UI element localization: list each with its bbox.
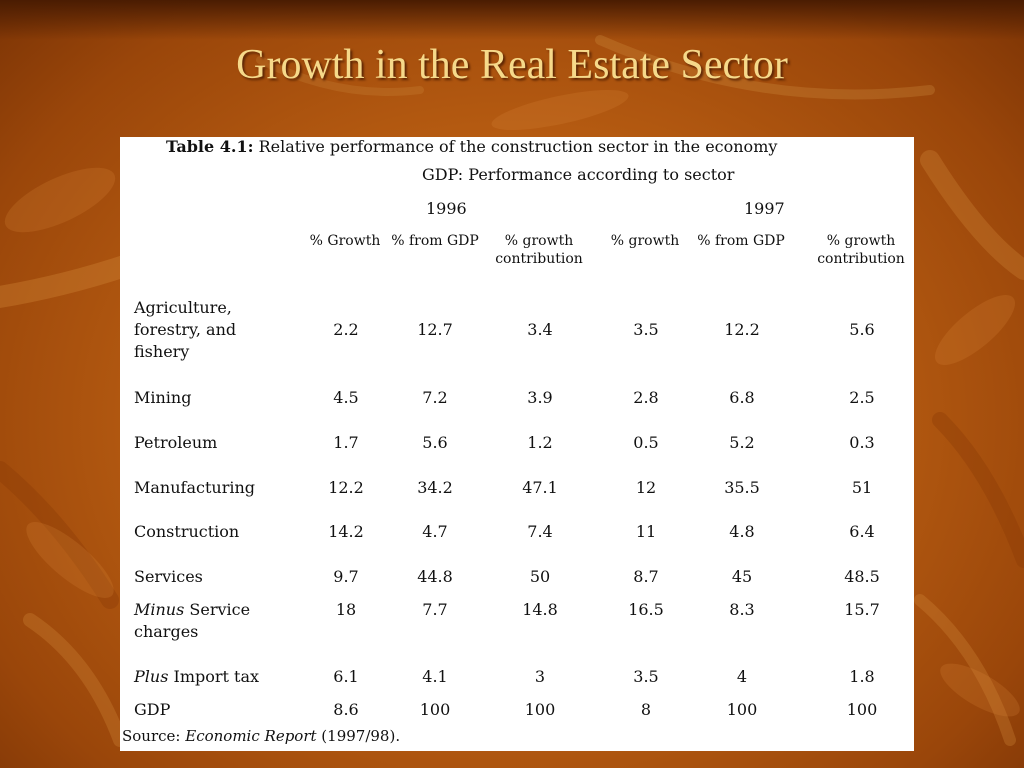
table-cell: 2.2 bbox=[301, 319, 391, 341]
row-label: GDP bbox=[134, 699, 294, 721]
table-caption-text: Relative performance of the construction… bbox=[259, 137, 778, 156]
table-cell: 50 bbox=[495, 566, 585, 588]
table-cell: 8 bbox=[601, 699, 691, 721]
row-label-text: Petroleum bbox=[134, 433, 217, 452]
table-cell: 8.7 bbox=[601, 566, 691, 588]
row-label-text: Services bbox=[134, 567, 203, 586]
table-cell: 3.4 bbox=[495, 319, 585, 341]
table-cell: 4.1 bbox=[390, 666, 480, 688]
table-caption: Table 4.1: Relative performance of the c… bbox=[166, 137, 777, 157]
column-header: % growth contribution bbox=[484, 232, 594, 268]
table-cell: 100 bbox=[817, 699, 907, 721]
table-cell: 48.5 bbox=[817, 566, 907, 588]
table-cell: 1.8 bbox=[817, 666, 907, 688]
row-label: Minus Service charges bbox=[134, 599, 294, 643]
source-label: Source: bbox=[122, 727, 180, 745]
table-cell: 8.6 bbox=[301, 699, 391, 721]
source-year: (1997/98). bbox=[317, 727, 401, 745]
table-cell: 6.8 bbox=[697, 387, 787, 409]
table-cell: 12 bbox=[601, 477, 691, 499]
row-label-prefix: Minus bbox=[134, 600, 184, 619]
table-cell: 12.7 bbox=[390, 319, 480, 341]
table-cell: 12.2 bbox=[301, 477, 391, 499]
table-cell: 47.1 bbox=[495, 477, 585, 499]
table-cell: 8.3 bbox=[697, 599, 787, 621]
table-cell: 34.2 bbox=[390, 477, 480, 499]
table-cell: 12.2 bbox=[697, 319, 787, 341]
row-label-text: Manufacturing bbox=[134, 478, 255, 497]
table-subheading: GDP: Performance according to sector bbox=[422, 165, 734, 184]
table-cell: 5.6 bbox=[390, 432, 480, 454]
table-cell: 4.8 bbox=[697, 521, 787, 543]
source-title: Economic Report bbox=[185, 727, 316, 745]
table-source: Source: Economic Report (1997/98). bbox=[122, 727, 400, 745]
table-cell: 14.2 bbox=[301, 521, 391, 543]
table-cell: 5.2 bbox=[697, 432, 787, 454]
table-cell: 18 bbox=[301, 599, 391, 621]
row-label: Manufacturing bbox=[134, 477, 294, 499]
table-cell: 3.5 bbox=[601, 319, 691, 341]
table-cell: 4.7 bbox=[390, 521, 480, 543]
table-cell: 11 bbox=[601, 521, 691, 543]
row-label: Petroleum bbox=[134, 432, 294, 454]
table-cell: 44.8 bbox=[390, 566, 480, 588]
row-label-text: Agriculture, forestry, and fishery bbox=[134, 298, 236, 361]
table-cell: 100 bbox=[390, 699, 480, 721]
column-header: % from GDP bbox=[380, 232, 490, 250]
row-label-text: Construction bbox=[134, 522, 239, 541]
table-cell: 100 bbox=[697, 699, 787, 721]
table-panel: Table 4.1: Relative performance of the c… bbox=[120, 137, 914, 751]
table-cell: 2.8 bbox=[601, 387, 691, 409]
table-cell: 3 bbox=[495, 666, 585, 688]
table-caption-label: Table 4.1: bbox=[166, 137, 254, 156]
row-label: Plus Import tax bbox=[134, 666, 294, 688]
table-cell: 51 bbox=[817, 477, 907, 499]
row-label: Construction bbox=[134, 521, 294, 543]
table-cell: 7.4 bbox=[495, 521, 585, 543]
column-header: % from GDP bbox=[686, 232, 796, 250]
row-label-text: Import tax bbox=[168, 667, 259, 686]
table-cell: 1.2 bbox=[495, 432, 585, 454]
table-cell: 15.7 bbox=[817, 599, 907, 621]
row-label: Mining bbox=[134, 387, 294, 409]
table-cell: 3.5 bbox=[601, 666, 691, 688]
table-cell: 45 bbox=[697, 566, 787, 588]
table-cell: 0.3 bbox=[817, 432, 907, 454]
table-cell: 9.7 bbox=[301, 566, 391, 588]
row-label-prefix: Plus bbox=[134, 667, 168, 686]
table-cell: 6.1 bbox=[301, 666, 391, 688]
year-1996: 1996 bbox=[426, 199, 467, 218]
row-label-text: Mining bbox=[134, 388, 191, 407]
table-cell: 4 bbox=[697, 666, 787, 688]
column-header: % growth bbox=[590, 232, 700, 250]
row-label: Services bbox=[134, 566, 294, 588]
year-1997: 1997 bbox=[744, 199, 785, 218]
table-cell: 4.5 bbox=[301, 387, 391, 409]
table-cell: 6.4 bbox=[817, 521, 907, 543]
table-cell: 16.5 bbox=[601, 599, 691, 621]
table-cell: 0.5 bbox=[601, 432, 691, 454]
row-label: Agriculture, forestry, and fishery bbox=[134, 297, 294, 363]
table-cell: 7.7 bbox=[390, 599, 480, 621]
table-cell: 7.2 bbox=[390, 387, 480, 409]
table-cell: 14.8 bbox=[495, 599, 585, 621]
column-header: % growth contribution bbox=[806, 232, 916, 268]
table-cell: 5.6 bbox=[817, 319, 907, 341]
table-cell: 100 bbox=[495, 699, 585, 721]
table-cell: 2.5 bbox=[817, 387, 907, 409]
table-cell: 3.9 bbox=[495, 387, 585, 409]
slide-title: Growth in the Real Estate Sector bbox=[0, 40, 1024, 90]
table-cell: 35.5 bbox=[697, 477, 787, 499]
table-cell: 1.7 bbox=[301, 432, 391, 454]
row-label-text: GDP bbox=[134, 700, 170, 719]
